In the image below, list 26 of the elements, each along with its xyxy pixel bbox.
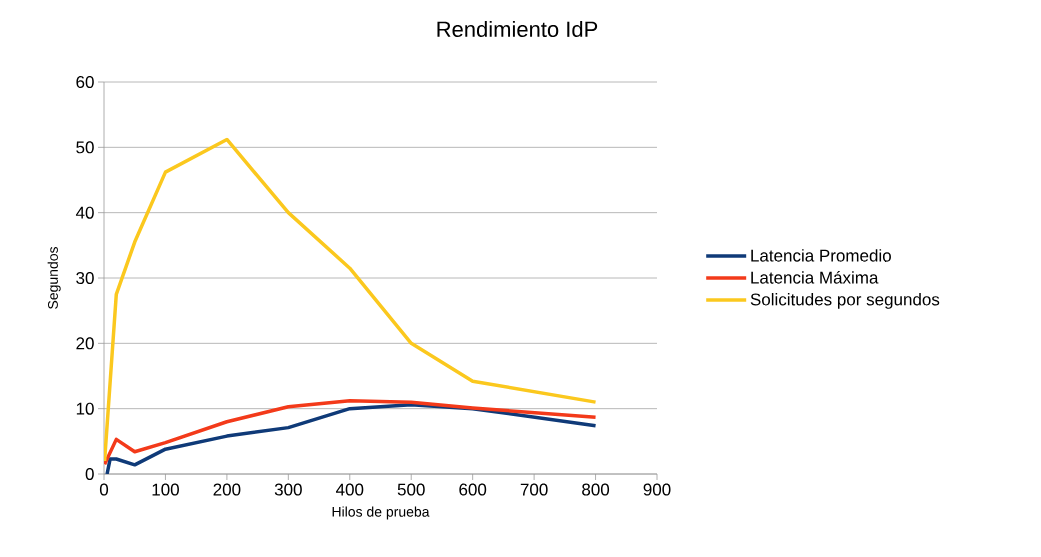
x-tick-label: 900 <box>643 483 671 496</box>
line-series <box>105 403 598 474</box>
x-tick-label: 400 <box>335 483 364 496</box>
x-tick-label: 700 <box>520 483 548 496</box>
x-tick-label: 100 <box>152 483 179 496</box>
x-tick-label: 600 <box>459 483 487 496</box>
legend-label: Solicitudes por segundos <box>750 293 940 309</box>
legend-label: Latencia Máxima <box>751 271 879 284</box>
legend-label: Latencia Promedio <box>751 249 891 262</box>
x-tick-label: 300 <box>274 483 302 496</box>
y-tick-label: 0 <box>85 467 94 481</box>
x-tick-label: 0 <box>99 483 109 496</box>
y-tick-label: 10 <box>76 402 94 415</box>
y-tick-label: 40 <box>75 206 94 219</box>
y-tick-label: 50 <box>76 141 94 154</box>
x-tick-label: 200 <box>213 483 241 496</box>
x-tick-label: 800 <box>582 483 610 496</box>
line-series <box>104 399 598 466</box>
chart-title: Rendimiento IdP <box>437 20 598 38</box>
y-axis-title: Segundos <box>47 246 61 309</box>
y-tick-label: 60 <box>76 75 94 89</box>
x-tick-label: 500 <box>397 483 425 496</box>
y-tick-label: 20 <box>76 337 94 350</box>
y-tick-label: 30 <box>76 271 94 285</box>
x-axis-title: Hilos de prueba <box>332 506 430 520</box>
line-series <box>104 137 598 463</box>
